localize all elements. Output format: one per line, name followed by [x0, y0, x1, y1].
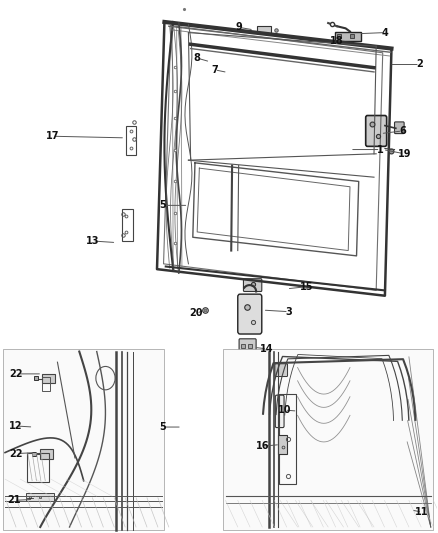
Text: 3: 3: [286, 306, 292, 317]
Text: 21: 21: [7, 495, 21, 505]
Bar: [335, 31, 361, 41]
Bar: [279, 394, 296, 484]
Text: 22: 22: [9, 449, 23, 458]
FancyBboxPatch shape: [275, 364, 288, 376]
Bar: [40, 449, 53, 459]
Text: 22: 22: [9, 369, 23, 379]
Text: 2: 2: [417, 60, 423, 69]
Text: 14: 14: [260, 344, 274, 354]
FancyBboxPatch shape: [238, 294, 262, 334]
Bar: [26, 494, 54, 502]
Text: 16: 16: [256, 441, 269, 451]
Bar: [42, 376, 50, 391]
Bar: [279, 435, 287, 454]
Text: 5: 5: [159, 200, 166, 211]
Bar: [3, 349, 164, 530]
FancyBboxPatch shape: [244, 279, 262, 292]
FancyBboxPatch shape: [395, 122, 404, 134]
Bar: [42, 374, 55, 383]
Text: 1: 1: [377, 144, 384, 155]
Bar: [258, 26, 271, 33]
Text: 20: 20: [190, 308, 203, 318]
Text: 10: 10: [278, 405, 291, 415]
Text: 6: 6: [399, 126, 406, 136]
Text: 5: 5: [159, 422, 166, 432]
Text: 8: 8: [194, 53, 201, 63]
Text: 7: 7: [211, 65, 218, 75]
Text: 4: 4: [381, 28, 389, 38]
Text: 17: 17: [46, 131, 60, 141]
Bar: [122, 209, 133, 241]
Bar: [127, 126, 136, 155]
FancyBboxPatch shape: [366, 116, 387, 147]
Bar: [223, 349, 433, 530]
Text: 19: 19: [398, 149, 411, 159]
Text: 11: 11: [415, 507, 429, 517]
FancyBboxPatch shape: [276, 395, 284, 427]
Text: 18: 18: [330, 36, 344, 45]
Text: 15: 15: [300, 282, 313, 292]
Bar: [27, 453, 49, 482]
Text: 13: 13: [86, 236, 99, 246]
Text: 9: 9: [235, 22, 242, 33]
FancyBboxPatch shape: [239, 339, 256, 353]
Text: 12: 12: [9, 421, 23, 431]
